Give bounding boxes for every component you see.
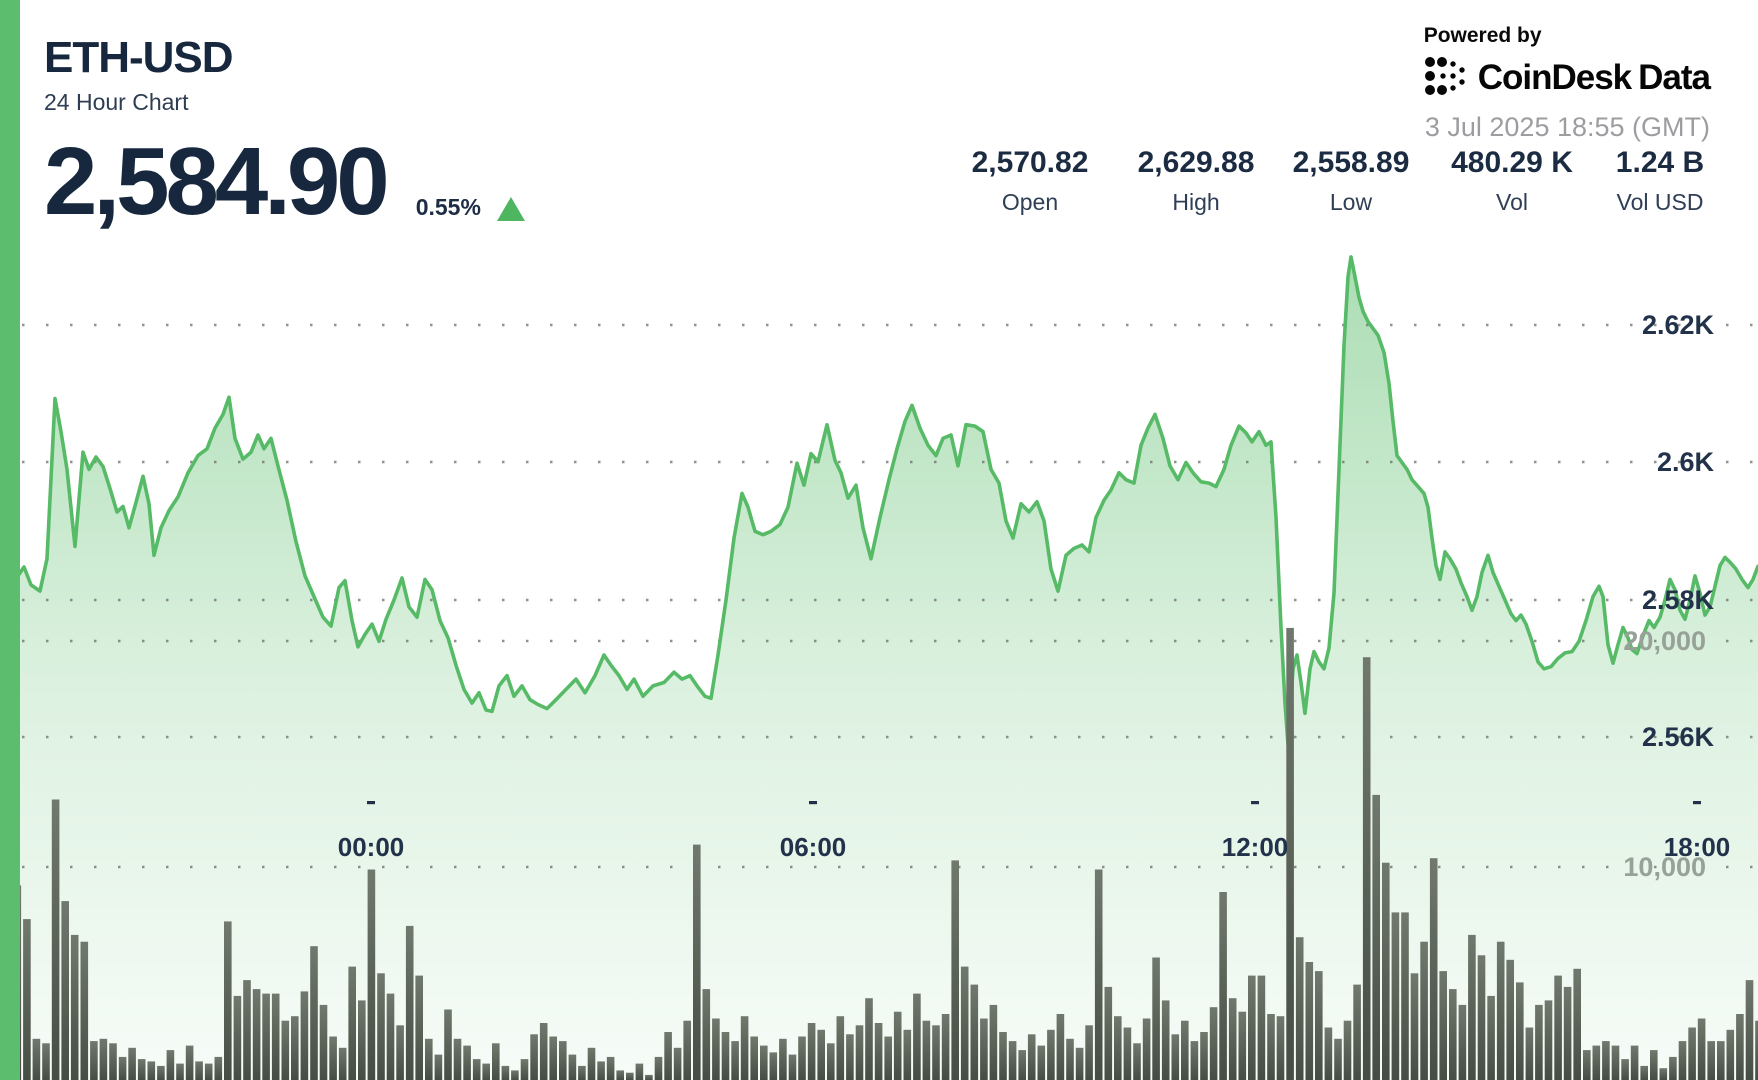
stat-vol-usd-label: Vol USD	[1616, 189, 1704, 215]
svg-text:10,000: 10,000	[1623, 852, 1706, 882]
stat-high-label: High	[1172, 189, 1220, 215]
svg-text:12:00: 12:00	[1222, 832, 1289, 862]
up-arrow-icon	[496, 197, 525, 222]
volume-bars	[13, 627, 1758, 1080]
svg-text:2.58K: 2.58K	[1642, 585, 1715, 615]
logo-word-data: Data	[1638, 57, 1711, 97]
left-accent-bar	[0, 0, 20, 1080]
stat-open-value: 2,570.82	[971, 146, 1089, 179]
stat-low-value: 2,558.89	[1292, 146, 1410, 179]
timestamp: 3 Jul 2025 18:55 (GMT)	[1424, 112, 1710, 142]
coindesk-logo[interactable]: CoinDesk Data	[1424, 56, 1711, 98]
y-axis-price-labels: 2.62K 2.6K 2.58K 2.56K	[1642, 310, 1715, 752]
chart-subtitle: 24 Hour Chart	[44, 89, 189, 115]
stat-vol-value: 480.29 K	[1451, 146, 1573, 179]
coindesk-logo-text: CoinDesk Data	[1477, 57, 1711, 97]
svg-text:18:00: 18:00	[1664, 832, 1731, 862]
price-area	[18, 256, 1758, 1080]
svg-text:00:00: 00:00	[338, 832, 405, 862]
x-axis-labels: 00:00 06:00 12:00 18:00	[338, 801, 1731, 862]
stat-open-label: Open	[1001, 189, 1059, 215]
gridlines	[22, 323, 1758, 869]
y-axis-volume-labels: 20,000 10,000	[1623, 626, 1706, 882]
svg-text:20,000: 20,000	[1623, 626, 1706, 656]
stat-vol-label: Vol	[1496, 189, 1528, 215]
powered-by-label: Powered by	[1423, 24, 1542, 47]
title-block: ETH-USD 24 Hour Chart	[44, 33, 234, 116]
price-line	[16, 255, 1758, 747]
svg-text:2.6K: 2.6K	[1657, 447, 1715, 477]
stat-low: 2,558.89 Low	[1256, 148, 1446, 216]
stat-high: 2,629.88 High	[1101, 148, 1291, 216]
page-title: ETH-USD	[44, 33, 234, 82]
stat-vol: 480.29 K Vol	[1417, 148, 1607, 216]
stat-vol-usd-value: 1.24 B	[1615, 146, 1705, 179]
coindesk-logo-icon	[1424, 57, 1465, 95]
price-row: 2,584.90 0.55%	[44, 128, 525, 235]
stat-high-value: 2,629.88	[1137, 146, 1255, 179]
change-percent: 0.55%	[415, 194, 481, 221]
svg-text:2.62K: 2.62K	[1642, 310, 1715, 340]
stat-low-label: Low	[1329, 189, 1373, 215]
stat-vol-usd: 1.24 B Vol USD	[1565, 148, 1755, 216]
svg-text:2.56K: 2.56K	[1642, 722, 1715, 752]
branding-block: Powered by CoinDesk Data 3 J	[1423, 24, 1711, 143]
svg-text:06:00: 06:00	[780, 832, 847, 862]
price-change: 0.55%	[415, 194, 525, 222]
logo-word-coindesk: CoinDesk	[1477, 57, 1632, 97]
last-price: 2,584.90	[44, 128, 390, 235]
stat-open: 2,570.82 Open	[935, 148, 1125, 216]
